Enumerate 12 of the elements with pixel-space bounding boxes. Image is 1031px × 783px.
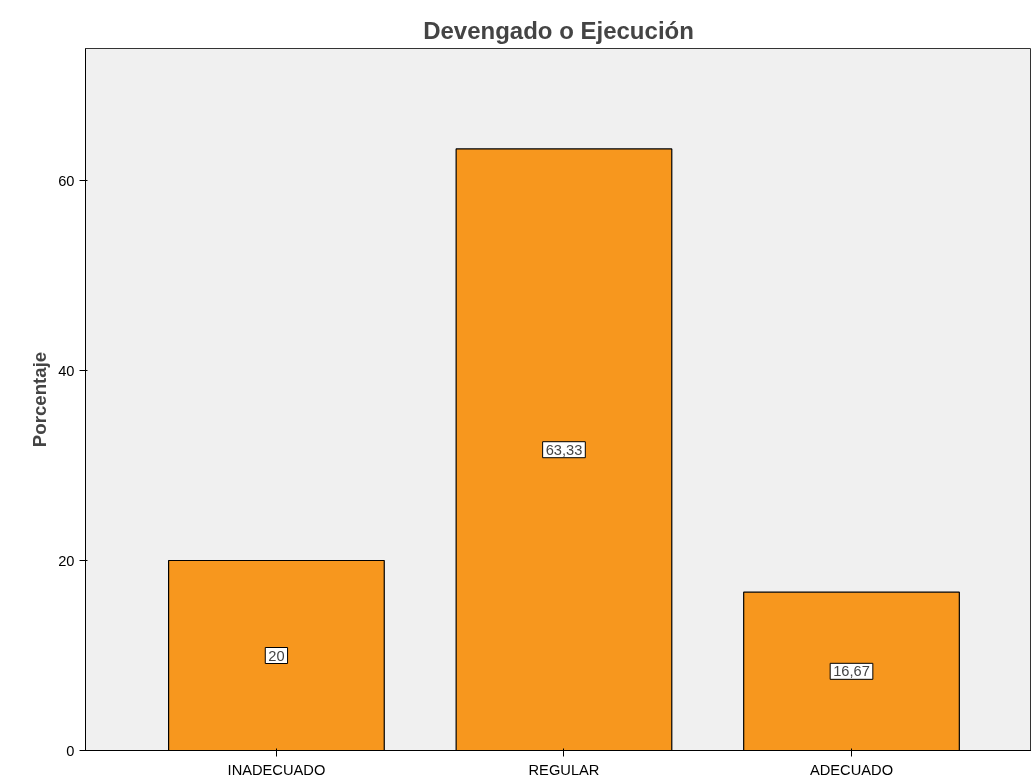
data-label: 20 bbox=[268, 647, 285, 664]
x-tick-label: REGULAR bbox=[528, 761, 600, 778]
data-label: 16,67 bbox=[833, 663, 870, 680]
y-tick-label: 60 bbox=[58, 172, 75, 189]
x-tick-label: INADECUADO bbox=[227, 761, 326, 778]
y-axis-title: Porcentaje bbox=[29, 351, 51, 448]
data-label: 63,33 bbox=[545, 441, 583, 458]
y-tick-label: 40 bbox=[58, 362, 75, 379]
x-tick-label: ADECUADO bbox=[809, 761, 894, 778]
chart-title: Devengado o Ejecución bbox=[423, 16, 694, 44]
y-tick-label: 20 bbox=[58, 552, 75, 569]
y-tick-label: 0 bbox=[66, 742, 75, 759]
